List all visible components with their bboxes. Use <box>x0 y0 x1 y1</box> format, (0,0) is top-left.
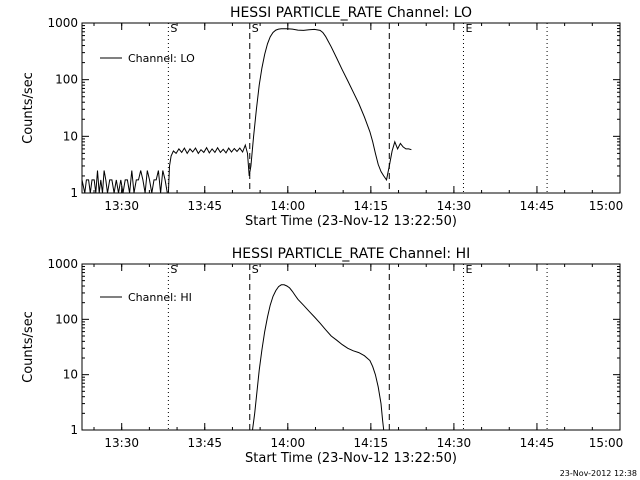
y-tick-label: 10 <box>63 368 78 382</box>
chart-title: HESSI PARTICLE_RATE Channel: LO <box>230 5 472 21</box>
series-line-chart-0 <box>81 28 412 194</box>
x-tick-label: 14:45 <box>520 199 555 213</box>
y-axis-label: Counts/sec <box>21 311 36 383</box>
x-tick-label: 14:15 <box>354 199 389 213</box>
x-tick-label: 14:15 <box>354 436 389 450</box>
legend-label: Channel: LO <box>128 52 195 65</box>
y-tick-label: 1 <box>70 423 78 437</box>
y-tick-label: 10 <box>63 129 78 143</box>
x-tick-label: 14:00 <box>271 199 306 213</box>
plot-frame <box>81 22 621 194</box>
x-tick-label: 14:00 <box>271 436 306 450</box>
x-tick-label: 15:00 <box>589 199 624 213</box>
x-tick-label: 14:30 <box>437 436 472 450</box>
time-marker-label: S <box>252 263 259 276</box>
time-marker-label: S <box>252 22 259 35</box>
time-marker-label: S <box>170 22 177 35</box>
time-marker-label: E <box>465 22 472 35</box>
series-line-chart-1 <box>252 284 385 431</box>
x-tick-label: 13:45 <box>187 199 222 213</box>
y-axis-label: Counts/sec <box>21 72 36 144</box>
x-tick-label: 13:30 <box>104 199 139 213</box>
x-axis-label: Start Time (23-Nov-12 13:22:50) <box>245 451 457 466</box>
time-marker-label: E <box>465 263 472 276</box>
y-tick-label: 1000 <box>47 257 78 271</box>
x-tick-label: 15:00 <box>589 436 624 450</box>
chart-panel-lo: HESSI PARTICLE_RATE Channel: LO 13:30 13:4… <box>21 5 623 229</box>
y-tick-label: 100 <box>55 73 78 87</box>
y-tick-label: 100 <box>55 312 78 326</box>
x-axis-label: Start Time (23-Nov-12 13:22:50) <box>245 214 457 229</box>
plot-frame <box>81 263 621 431</box>
x-tick-label: 14:30 <box>437 199 472 213</box>
y-tick-label: 1000 <box>47 16 78 30</box>
x-tick-label: 14:45 <box>520 436 555 450</box>
x-tick-label: 13:45 <box>187 436 222 450</box>
time-marker-label: S <box>170 263 177 276</box>
legend-label: Channel: HI <box>128 291 192 304</box>
y-tick-label: 1 <box>70 186 78 200</box>
x-tick-label: 13:30 <box>104 436 139 450</box>
chart-panel-hi: HESSI PARTICLE_RATE Channel: HI 13:30 13:4… <box>21 246 623 466</box>
plot-timestamp: 23-Nov-2012 12:38 <box>560 469 637 478</box>
chart-title: HESSI PARTICLE_RATE Channel: HI <box>232 246 470 262</box>
